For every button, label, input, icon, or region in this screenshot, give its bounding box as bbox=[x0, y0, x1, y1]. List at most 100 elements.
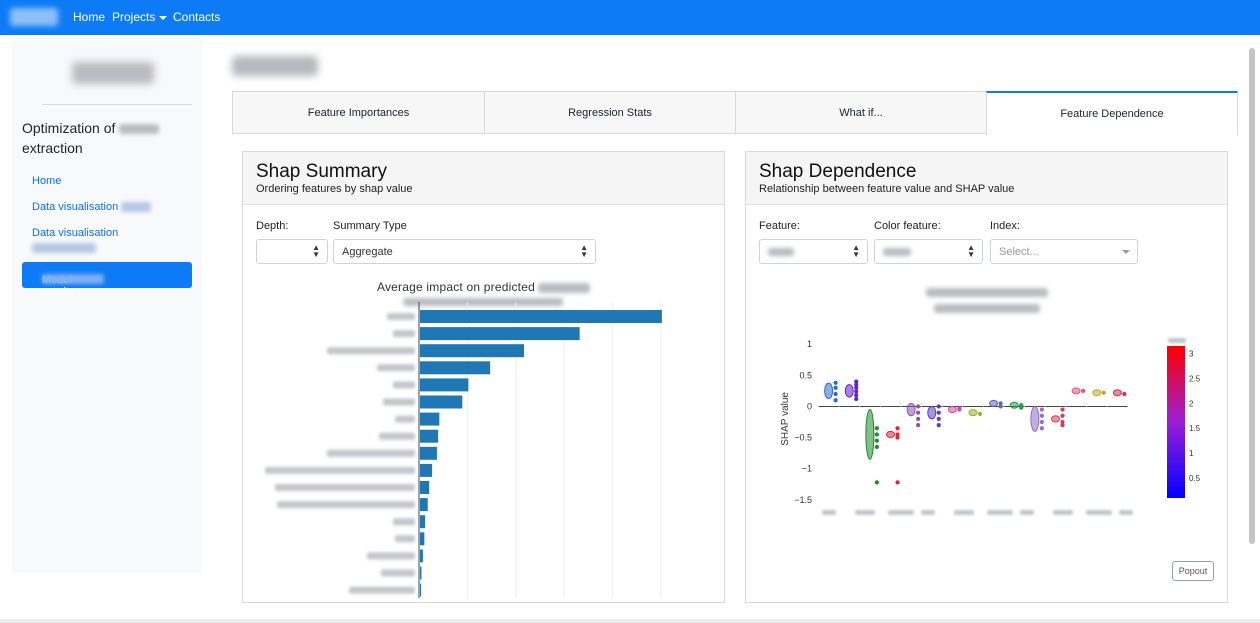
x-tick-label bbox=[954, 510, 974, 515]
violin bbox=[906, 402, 916, 417]
data-point bbox=[854, 389, 859, 394]
index-select[interactable]: Select... bbox=[990, 239, 1138, 264]
x-tick-label bbox=[1119, 510, 1133, 515]
nav-home-link[interactable]: Home bbox=[73, 10, 106, 24]
brand-logo[interactable] bbox=[10, 8, 58, 26]
tick-label bbox=[327, 449, 415, 457]
nav-projects-dropdown[interactable]: Projects bbox=[112, 10, 168, 24]
bar bbox=[420, 327, 580, 341]
y-tick-label: 0 bbox=[807, 401, 812, 411]
page-scrollbar[interactable] bbox=[1249, 48, 1255, 544]
card-subtitle: Relationship between feature value and S… bbox=[759, 183, 1015, 195]
redacted-text bbox=[32, 243, 96, 254]
data-point bbox=[998, 404, 1003, 409]
violin bbox=[1112, 389, 1122, 397]
data-point bbox=[854, 382, 859, 387]
summary-type-value: Aggregate bbox=[342, 246, 393, 258]
data-point bbox=[1039, 413, 1044, 418]
tick-label bbox=[327, 347, 415, 355]
depth-label: Depth: bbox=[256, 220, 289, 232]
tick-label bbox=[393, 330, 415, 338]
sidebar-title-suffix: extraction bbox=[22, 140, 83, 156]
nav-projects-label: Projects bbox=[112, 10, 156, 24]
sidebar-item-home[interactable]: Home bbox=[32, 175, 62, 187]
violin bbox=[968, 409, 978, 417]
data-point bbox=[916, 416, 921, 421]
tick-label bbox=[381, 569, 415, 577]
bar bbox=[420, 532, 425, 546]
bar bbox=[420, 515, 426, 529]
data-point bbox=[1122, 391, 1127, 397]
data-point bbox=[1039, 407, 1044, 412]
colorbar bbox=[1167, 346, 1185, 498]
x-tick-label bbox=[855, 510, 875, 515]
colorbar-tick-label: 2.5 bbox=[1189, 374, 1201, 383]
nav-contacts-link[interactable]: Contacts bbox=[173, 10, 221, 24]
tick-label bbox=[383, 398, 415, 406]
bar bbox=[420, 583, 421, 597]
data-point bbox=[833, 380, 838, 385]
bar-chart-title: Average impact on predicted bbox=[377, 280, 591, 294]
violin bbox=[1051, 415, 1060, 423]
y-axis-label: SHAP value bbox=[780, 392, 791, 446]
violin bbox=[1071, 387, 1081, 395]
redacted-text bbox=[538, 282, 591, 293]
data-point bbox=[833, 385, 838, 390]
data-point bbox=[936, 416, 941, 421]
bar bbox=[420, 361, 491, 375]
summary-type-select[interactable]: Aggregate ▲ ▼ bbox=[333, 239, 596, 264]
tab-regression-stats[interactable]: Regression Stats bbox=[484, 91, 736, 134]
depth-select[interactable]: ▲ ▼ bbox=[256, 239, 328, 264]
x-tick-label bbox=[1020, 510, 1034, 515]
x-tick-label bbox=[1086, 510, 1112, 515]
x-tick-label bbox=[888, 510, 914, 515]
tab-feature-dependence[interactable]: Feature Dependence bbox=[986, 91, 1238, 135]
tick-label bbox=[393, 518, 415, 526]
data-point bbox=[936, 404, 941, 409]
y-tick-label: 1 bbox=[807, 339, 812, 349]
sidebar-divider bbox=[42, 104, 192, 105]
tick-label bbox=[393, 381, 415, 389]
card-header: Shap Summary Ordering features by shap v… bbox=[243, 152, 724, 205]
data-point bbox=[854, 396, 859, 402]
shap-summary-bar-chart bbox=[265, 302, 662, 598]
sidebar-item-model-results[interactable]: Model results bbox=[22, 262, 192, 298]
data-point bbox=[833, 398, 838, 403]
violin bbox=[927, 405, 937, 420]
sidebar-item-data-visualisation-2[interactable]: Data visualisation bbox=[32, 226, 118, 256]
data-point bbox=[916, 404, 921, 409]
violin bbox=[824, 382, 834, 400]
bar bbox=[420, 463, 433, 477]
data-point bbox=[916, 410, 921, 415]
data-point bbox=[874, 432, 879, 437]
x-tick-label bbox=[987, 510, 1013, 515]
color-feature-select[interactable]: ▲ ▼ bbox=[874, 239, 983, 264]
sidebar-item-label: Data visualisation bbox=[32, 201, 119, 213]
x-tick-label bbox=[1053, 510, 1073, 515]
color-feature-label: Color feature: bbox=[874, 220, 941, 232]
data-point bbox=[1060, 423, 1065, 428]
tab-feature-importances[interactable]: Feature Importances bbox=[232, 91, 485, 134]
data-point bbox=[1039, 419, 1044, 425]
y-tick-label: 0.5 bbox=[799, 370, 812, 380]
bar bbox=[420, 344, 525, 358]
popout-button[interactable]: Popout bbox=[1172, 561, 1214, 581]
violin bbox=[1009, 401, 1019, 409]
violin bbox=[947, 406, 957, 414]
colorbar-tick-label: 0.5 bbox=[1189, 474, 1201, 483]
data-point bbox=[874, 444, 879, 449]
data-point bbox=[977, 411, 983, 417]
bar bbox=[420, 429, 439, 443]
redacted-text bbox=[926, 288, 1048, 297]
feature-select[interactable]: ▲ ▼ bbox=[759, 239, 868, 264]
updown-icon: ▲ ▼ bbox=[967, 243, 975, 259]
shap-dependence-card: Shap Dependence Relationship between fea… bbox=[745, 151, 1228, 603]
redacted-text bbox=[768, 248, 794, 256]
violin bbox=[886, 430, 895, 439]
tab-what-if[interactable]: What if... bbox=[735, 91, 987, 134]
data-point bbox=[998, 401, 1003, 406]
bar bbox=[420, 378, 469, 392]
sidebar-item-data-visualisation-1[interactable]: Data visualisation bbox=[32, 200, 152, 215]
bar-chart-title-text: Average impact on predicted bbox=[377, 280, 535, 294]
shap-summary-card: Shap Summary Ordering features by shap v… bbox=[242, 151, 725, 603]
